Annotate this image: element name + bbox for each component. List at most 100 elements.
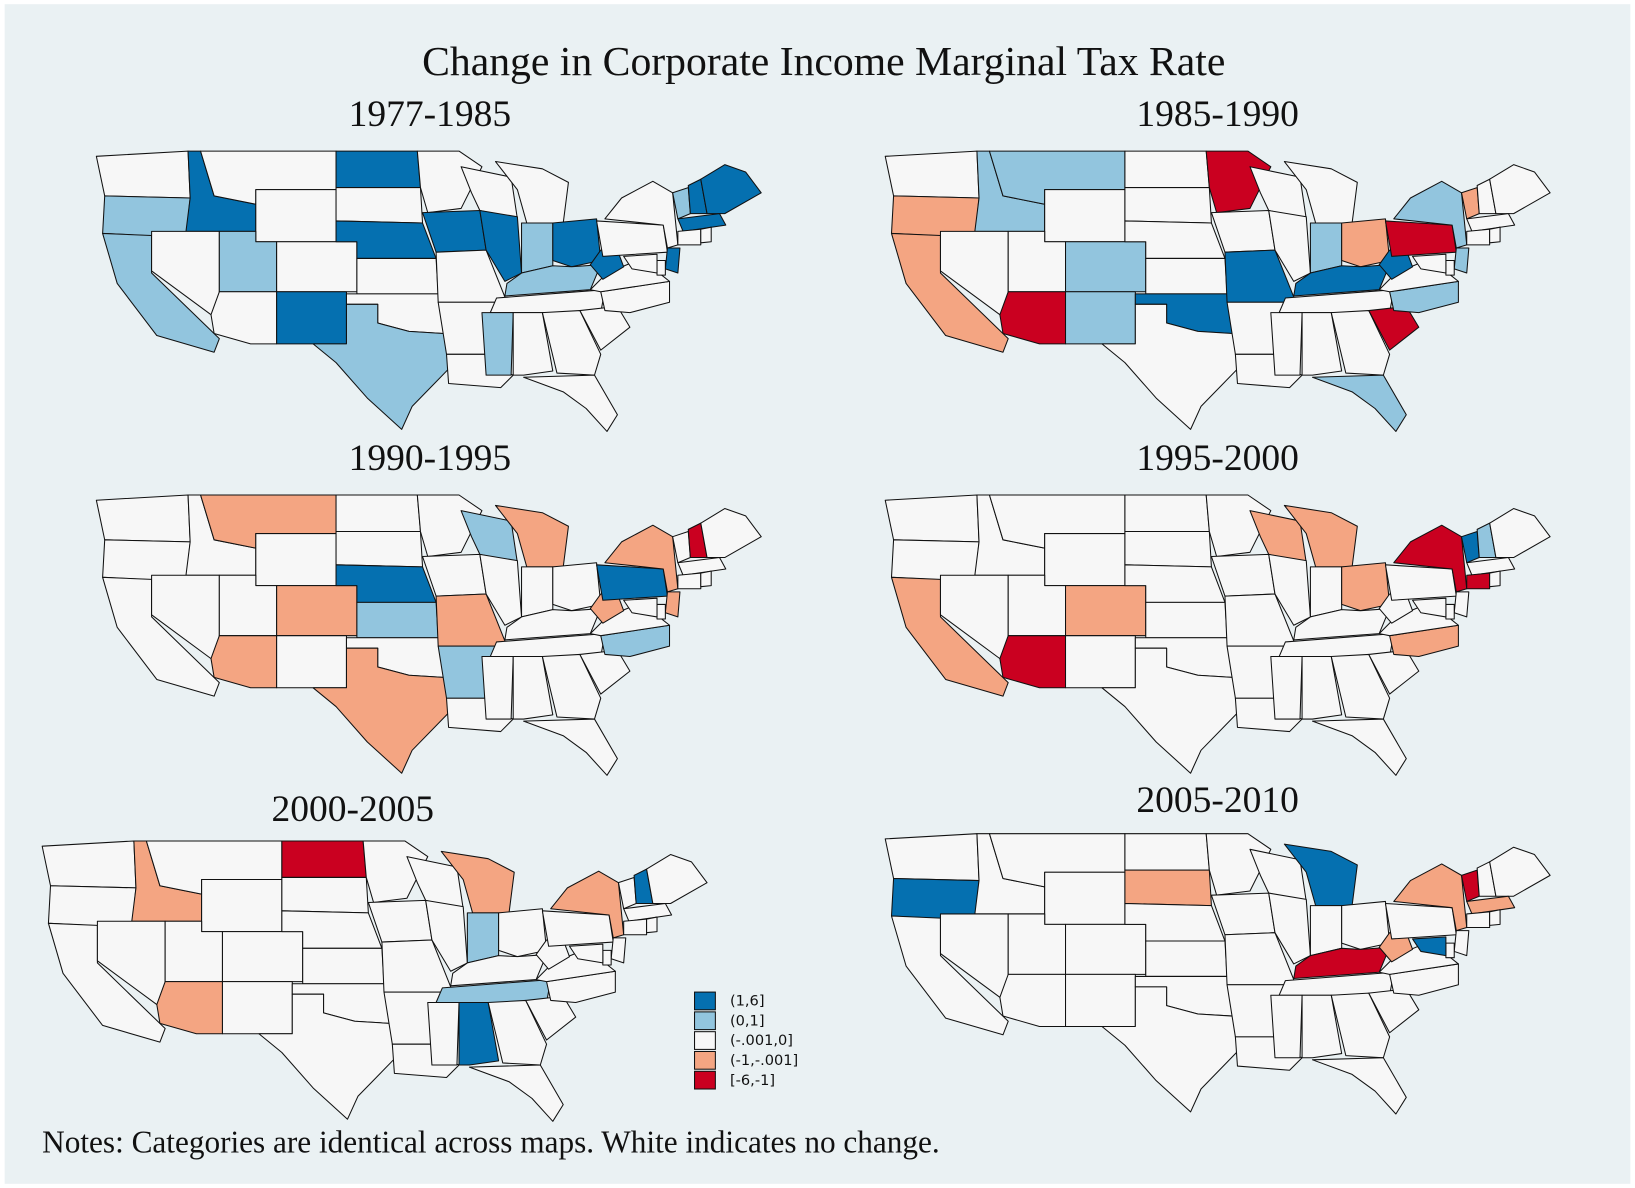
state — [276, 291, 347, 345]
figure-title: Change in Corporate Income Marginal Tax … — [422, 39, 1225, 85]
state — [1268, 209, 1311, 282]
state — [479, 209, 523, 282]
state — [458, 1001, 500, 1066]
state — [568, 943, 604, 964]
legend-label: (-.001,0] — [730, 1032, 793, 1049]
state — [541, 310, 602, 376]
state — [1124, 494, 1210, 532]
state — [1309, 905, 1343, 957]
state — [335, 494, 421, 532]
state — [1466, 911, 1491, 928]
state — [1445, 942, 1455, 959]
state — [1393, 524, 1468, 593]
state — [1412, 597, 1447, 618]
state — [1205, 833, 1272, 896]
map-panel — [884, 494, 1551, 776]
state — [523, 374, 618, 432]
state — [884, 833, 980, 882]
state — [335, 530, 424, 568]
state — [1489, 846, 1551, 897]
state — [646, 916, 658, 934]
state — [1145, 940, 1228, 977]
state — [450, 954, 548, 987]
state — [1311, 374, 1407, 432]
state — [1489, 226, 1501, 244]
map-title: 1985-1990 — [1136, 94, 1299, 135]
legend: (1,6] (0,1] (-.001,0] (-1,-.001] [-6,-1] — [694, 991, 798, 1090]
state — [276, 585, 358, 637]
notes: Notes: Categories are identical across m… — [42, 1125, 940, 1160]
state — [41, 840, 137, 889]
state — [1065, 635, 1136, 689]
map-panel — [884, 150, 1551, 432]
state — [512, 312, 554, 376]
state — [884, 494, 980, 543]
state — [523, 718, 618, 776]
state — [1330, 653, 1391, 720]
state — [884, 150, 980, 199]
state — [1466, 572, 1491, 590]
state — [1384, 564, 1457, 601]
maps — [41, 150, 1551, 1122]
state — [677, 228, 702, 246]
state — [596, 564, 668, 601]
state — [1044, 189, 1126, 243]
state — [201, 879, 283, 933]
state — [1293, 946, 1391, 980]
state — [623, 902, 673, 922]
state — [1466, 213, 1516, 232]
state — [664, 591, 681, 618]
state — [1065, 241, 1147, 293]
state — [1124, 530, 1212, 568]
state — [1453, 930, 1470, 957]
state — [604, 524, 679, 593]
state — [1489, 570, 1501, 588]
legend-swatch — [694, 1050, 716, 1070]
state — [623, 253, 658, 274]
legend-label: (0,1] — [730, 1012, 765, 1029]
state — [1124, 150, 1210, 189]
state — [1384, 220, 1457, 257]
state — [481, 656, 514, 720]
legend-label: [-6,-1] — [730, 1072, 775, 1089]
legend-label: (1,6] — [730, 993, 765, 1010]
state — [221, 981, 293, 1035]
state — [1330, 310, 1391, 376]
state — [1489, 508, 1551, 559]
state — [623, 597, 658, 618]
state — [700, 226, 712, 244]
state — [1044, 533, 1126, 587]
state — [1445, 603, 1455, 620]
state — [521, 222, 554, 274]
map-panel — [95, 150, 762, 432]
state — [1393, 180, 1468, 249]
state — [1311, 1057, 1407, 1115]
state — [1412, 936, 1447, 957]
map-title: 1990-1995 — [349, 438, 512, 479]
state — [487, 999, 548, 1066]
state — [552, 218, 602, 268]
state — [1341, 218, 1391, 268]
state — [1124, 833, 1210, 871]
state — [1124, 869, 1212, 907]
legend-swatch — [694, 991, 716, 1011]
state — [1489, 909, 1501, 926]
state — [504, 264, 602, 297]
state — [356, 601, 439, 639]
state — [521, 566, 554, 618]
state — [1270, 656, 1303, 720]
state — [1489, 164, 1551, 215]
state — [281, 840, 367, 878]
state — [498, 908, 548, 958]
state — [646, 854, 708, 905]
state — [356, 257, 439, 295]
map-title: 2000-2005 — [271, 789, 434, 830]
state — [95, 494, 191, 543]
state — [1301, 312, 1343, 376]
map-title: 1995-2000 — [1136, 438, 1299, 479]
state — [1445, 260, 1455, 276]
legend-label: (-1,-.001] — [730, 1052, 798, 1069]
state — [677, 213, 727, 232]
map-title: 1977-1985 — [349, 94, 512, 135]
state — [1065, 923, 1147, 975]
